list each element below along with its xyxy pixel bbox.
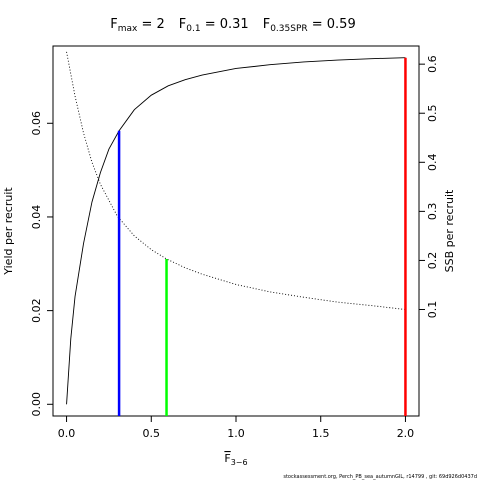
chart-title: Fmax = 2 F0.1 = 0.31 F0.35SPR = 0.59 <box>110 17 355 34</box>
plot-frame <box>52 45 420 417</box>
x-tick-label: 1.0 <box>227 427 245 440</box>
y2-tick-label: 0.3 <box>426 203 439 221</box>
y2-tick-label: 0.4 <box>426 154 439 172</box>
y2-tick-label: 0.1 <box>426 301 439 319</box>
y-axis-title: Yield per recruit <box>2 187 15 276</box>
y2-tick-label: 0.2 <box>426 252 439 270</box>
x-tick-label: 0.0 <box>58 427 76 440</box>
y-tick-label: 0.02 <box>30 298 43 323</box>
series-line-ssb <box>66 51 406 310</box>
x-tick-label: 1.5 <box>312 427 330 440</box>
y2-tick-label: 0.6 <box>426 55 439 73</box>
x-tick-label: 2.0 <box>397 427 415 440</box>
y-tick-label: 0.00 <box>30 392 43 417</box>
x-tick-label: 0.5 <box>143 427 161 440</box>
chart-footer: stockassessment.org, Perch_PB_sea_autumn… <box>283 474 477 480</box>
y-tick-label: 0.04 <box>30 205 43 230</box>
series-line-yield <box>66 57 406 405</box>
y2-axis-title: SSB per recruit <box>443 189 456 272</box>
y-tick-label: 0.06 <box>30 111 43 135</box>
x-axis-title: F3−6 <box>224 452 247 467</box>
y2-tick-label: 0.5 <box>426 104 439 122</box>
